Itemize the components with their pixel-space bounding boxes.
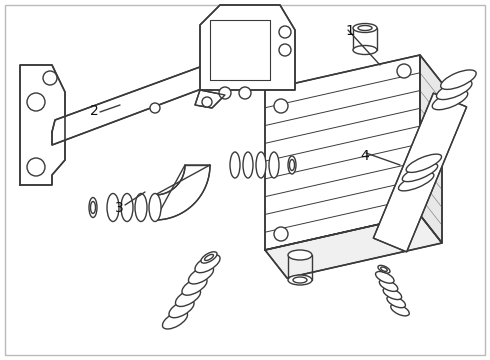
Ellipse shape bbox=[375, 271, 394, 283]
Circle shape bbox=[279, 26, 291, 38]
Ellipse shape bbox=[353, 23, 377, 32]
Ellipse shape bbox=[195, 255, 220, 273]
Polygon shape bbox=[155, 165, 210, 220]
Ellipse shape bbox=[204, 255, 214, 261]
Ellipse shape bbox=[288, 250, 312, 260]
Ellipse shape bbox=[189, 266, 214, 284]
Circle shape bbox=[27, 93, 45, 111]
Polygon shape bbox=[373, 93, 466, 252]
Text: 4: 4 bbox=[360, 149, 369, 163]
Ellipse shape bbox=[163, 311, 188, 329]
Polygon shape bbox=[265, 215, 442, 278]
Polygon shape bbox=[420, 55, 442, 243]
Polygon shape bbox=[265, 55, 420, 250]
Ellipse shape bbox=[381, 267, 387, 271]
Ellipse shape bbox=[89, 198, 97, 217]
Ellipse shape bbox=[230, 152, 240, 178]
Circle shape bbox=[274, 99, 288, 113]
Circle shape bbox=[397, 192, 411, 206]
Circle shape bbox=[150, 103, 160, 113]
Ellipse shape bbox=[169, 300, 194, 318]
Text: 2: 2 bbox=[90, 104, 99, 118]
Ellipse shape bbox=[269, 152, 279, 178]
Ellipse shape bbox=[243, 152, 253, 178]
Circle shape bbox=[43, 71, 57, 85]
Ellipse shape bbox=[175, 288, 200, 306]
Ellipse shape bbox=[201, 252, 217, 263]
Ellipse shape bbox=[383, 288, 402, 300]
Text: 3: 3 bbox=[115, 201, 124, 215]
Circle shape bbox=[397, 64, 411, 78]
Ellipse shape bbox=[441, 70, 476, 89]
Ellipse shape bbox=[353, 45, 377, 54]
Ellipse shape bbox=[391, 304, 409, 316]
Ellipse shape bbox=[379, 280, 398, 291]
Ellipse shape bbox=[135, 194, 147, 221]
Ellipse shape bbox=[182, 277, 207, 295]
Circle shape bbox=[274, 227, 288, 241]
Text: 1: 1 bbox=[345, 24, 354, 38]
Ellipse shape bbox=[406, 154, 441, 172]
Ellipse shape bbox=[398, 172, 434, 191]
Ellipse shape bbox=[256, 152, 266, 178]
Ellipse shape bbox=[290, 159, 294, 171]
Polygon shape bbox=[200, 5, 295, 90]
Circle shape bbox=[202, 97, 212, 107]
Circle shape bbox=[279, 44, 291, 56]
Ellipse shape bbox=[91, 202, 96, 213]
Ellipse shape bbox=[149, 194, 161, 221]
Ellipse shape bbox=[358, 26, 372, 31]
Ellipse shape bbox=[288, 156, 296, 174]
Ellipse shape bbox=[378, 265, 390, 273]
Ellipse shape bbox=[402, 163, 438, 182]
Circle shape bbox=[27, 158, 45, 176]
Ellipse shape bbox=[293, 277, 307, 283]
Polygon shape bbox=[195, 90, 225, 108]
Polygon shape bbox=[20, 65, 65, 185]
Ellipse shape bbox=[387, 296, 405, 308]
Ellipse shape bbox=[432, 90, 468, 110]
Circle shape bbox=[219, 87, 231, 99]
Ellipse shape bbox=[121, 194, 133, 221]
Ellipse shape bbox=[107, 194, 119, 221]
Ellipse shape bbox=[437, 80, 472, 100]
Circle shape bbox=[239, 87, 251, 99]
Ellipse shape bbox=[288, 275, 312, 285]
Polygon shape bbox=[52, 45, 265, 145]
